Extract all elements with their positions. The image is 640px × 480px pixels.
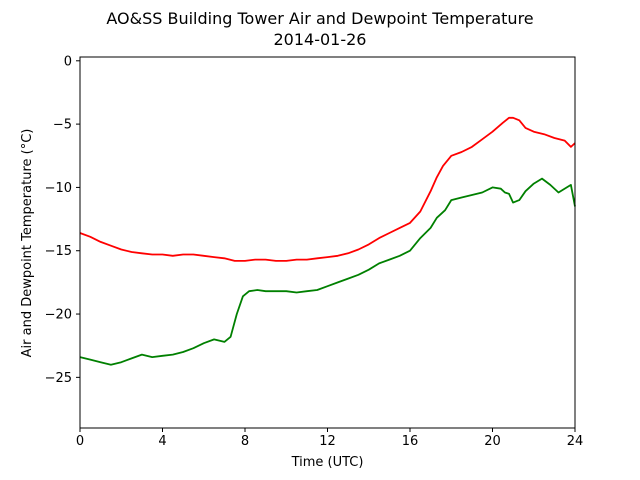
chart-subtitle: 2014-01-26 [274, 30, 367, 49]
y-tick-label: −25 [45, 371, 72, 386]
x-tick-label: 4 [158, 434, 166, 449]
x-axis-ticks: 0 4 8 12 16 20 24 [76, 428, 583, 449]
y-tick-label: −5 [53, 118, 72, 133]
series-layer [79, 116, 576, 366]
series-line-0 [79, 116, 576, 262]
series-line-1 [79, 177, 576, 366]
chart-title-group: AO&SS Building Tower Air and Dewpoint Te… [106, 9, 533, 49]
x-tick-label: 20 [484, 434, 501, 449]
x-tick-label: 0 [76, 434, 84, 449]
y-tick-label: −20 [45, 308, 72, 323]
y-tick-label: −10 [45, 181, 72, 196]
chart-title: AO&SS Building Tower Air and Dewpoint Te… [106, 9, 533, 28]
y-tick-label: −15 [45, 244, 72, 259]
x-tick-label: 24 [567, 434, 584, 449]
x-axis-label: Time (UTC) [291, 455, 364, 470]
x-tick-label: 8 [241, 434, 249, 449]
x-tick-label: 16 [402, 434, 419, 449]
y-axis-label: Air and Dewpoint Temperature (°C) [20, 129, 35, 358]
y-axis-ticks: 0 −5 −10 −15 −20 −25 [45, 54, 80, 386]
y-tick-label: 0 [64, 54, 72, 69]
plot-frame [79, 56, 576, 429]
x-tick-label: 12 [319, 434, 336, 449]
